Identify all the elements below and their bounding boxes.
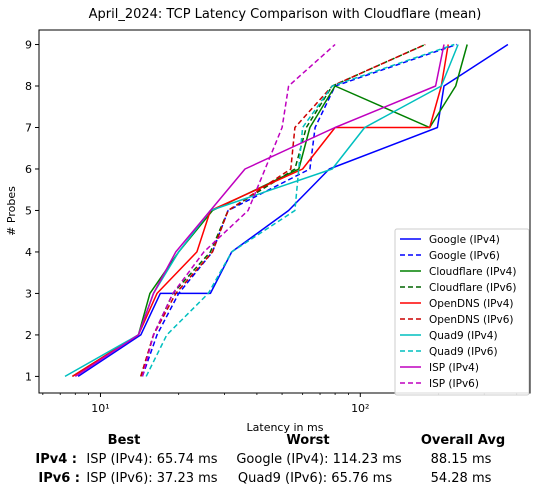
axes-layer: 10¹ 10² 1 2 3 4 5 6 7 8 9: [25, 39, 518, 415]
series-line-4: [140, 43, 426, 377]
legend-label: ISP (IPv4): [429, 362, 479, 374]
series-line-10: [141, 43, 336, 377]
series-layer: [64, 43, 509, 378]
y-tick-label: 3: [25, 287, 32, 300]
series-line-9: [74, 44, 445, 378]
y-axis-label: # Probes: [5, 186, 18, 236]
legend-box: [394, 228, 530, 396]
legend-label: Quad9 (IPv6): [429, 346, 498, 358]
legend: Google (IPv4) Google (IPv6) Cloudflare (IP…: [394, 228, 530, 396]
legend-label: Google (IPv6): [429, 250, 500, 262]
series-line-8: [145, 43, 455, 377]
y-tick-label: 4: [25, 246, 32, 259]
y-tick-label: 6: [25, 163, 32, 176]
series-line-1: [77, 43, 509, 378]
legend-label: ISP (IPv6): [429, 378, 479, 390]
y-tick-label: 1: [25, 370, 32, 383]
legend-label: Quad9 (IPv4): [429, 330, 498, 342]
y-tick-label: 9: [25, 39, 32, 52]
x-axis-label: Latency in ms: [247, 421, 324, 434]
series-line-5: [72, 44, 449, 378]
series-line-3: [72, 44, 468, 378]
legend-label: OpenDNS (IPv4): [429, 298, 514, 310]
x-tick-label: 10²: [351, 402, 369, 415]
x-tick-label: 10¹: [91, 402, 109, 415]
series-line-2: [141, 43, 457, 377]
y-tick-label: 5: [25, 204, 32, 217]
y-tick-label: 7: [25, 121, 32, 134]
legend-label: OpenDNS (IPv6): [429, 314, 514, 326]
legend-label: Cloudflare (IPv4): [429, 266, 516, 278]
y-tick-label: 8: [25, 80, 32, 93]
chart-title: April_2024: TCP Latency Comparison with …: [89, 7, 482, 22]
legend-label: Cloudflare (IPv6): [429, 282, 516, 294]
plot-frame: [38, 29, 531, 394]
legend-label: Google (IPv4): [429, 234, 500, 246]
series-line-6: [140, 43, 426, 377]
y-tick-label: 2: [25, 329, 32, 342]
